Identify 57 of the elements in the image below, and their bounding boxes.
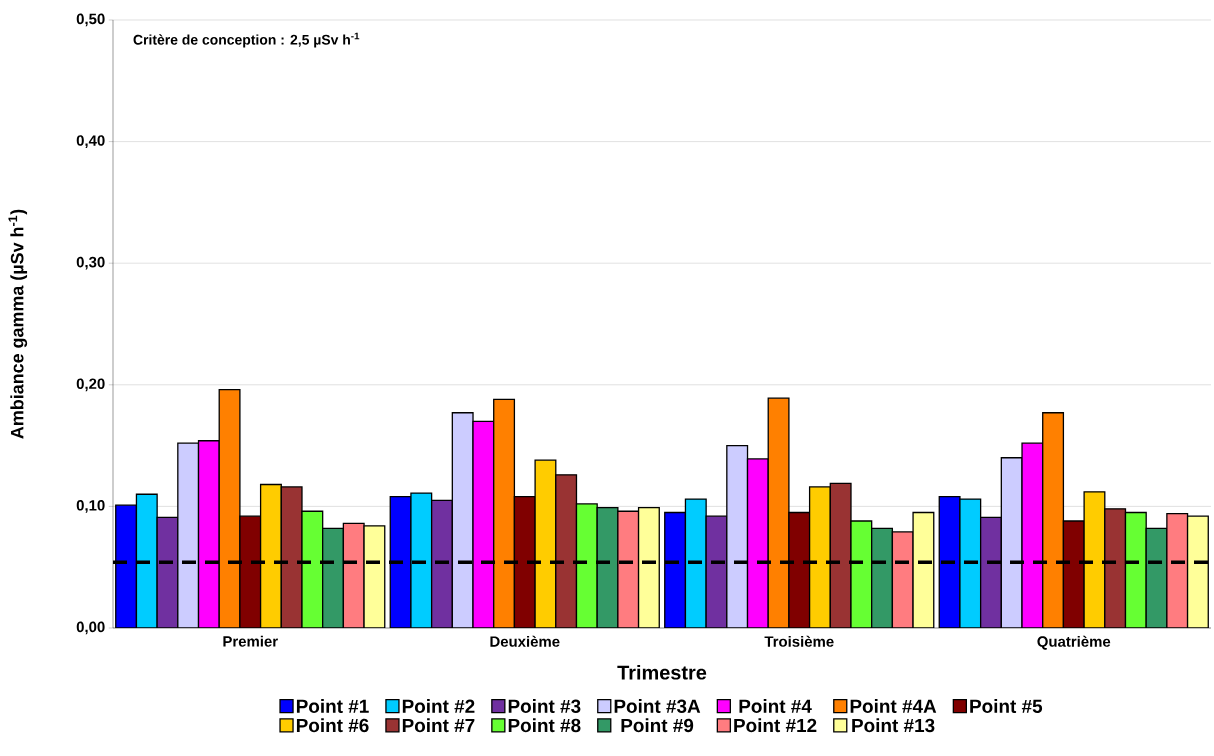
legend-label: Point #12 [734, 718, 817, 733]
legend-label: Point #6 [296, 718, 369, 733]
bar [259, 483, 282, 628]
bar [1000, 457, 1023, 628]
bar [513, 496, 536, 628]
annotation: Critère de conception : 2,5 µSv h$^{-1}$ [133, 32, 360, 48]
x-tick-label: Troisième [764, 635, 834, 647]
bar [451, 412, 474, 628]
bar [1042, 412, 1065, 628]
bar [1104, 508, 1127, 628]
bar [115, 504, 138, 628]
y-tick-label: 0,00 [76, 621, 105, 635]
bar [534, 459, 557, 628]
bar [808, 486, 831, 628]
y-tick-label: 0,40 [76, 135, 105, 148]
legend-label: Point #4 [739, 699, 812, 713]
y-tick-label: 0,50 [76, 13, 105, 27]
bar [493, 398, 516, 628]
bar [555, 474, 578, 628]
bar [389, 496, 412, 628]
x-tick-label: Quatrième [1037, 635, 1111, 650]
bar [472, 420, 495, 628]
y-tick-label: 0,30 [76, 256, 105, 270]
bar [979, 516, 1002, 628]
bar [218, 389, 241, 628]
legend-label: Point #9 [621, 718, 694, 733]
x-tick-label: Deuxième [490, 635, 560, 647]
legend-label: Point #2 [402, 699, 475, 713]
legend-label: Point #3 [508, 699, 581, 713]
bar [767, 397, 790, 628]
legend-label: Point #5 [970, 699, 1043, 713]
bar [1021, 442, 1044, 628]
bar [322, 527, 345, 628]
y-axis-title: Ambiance gamma (µSv h$^{-1}$) [8, 209, 28, 439]
bar [430, 499, 453, 628]
y-tick-label: 0,10 [76, 500, 105, 513]
bar [197, 440, 220, 628]
bar [829, 482, 852, 628]
x-tick-label: Premier [223, 635, 278, 647]
bar [177, 442, 200, 628]
legend-label: Point #8 [508, 718, 581, 733]
y-tick-label: 0,20 [76, 378, 105, 392]
bar [1124, 511, 1147, 628]
bar [1083, 491, 1106, 628]
legend-label: Point #7 [402, 718, 475, 733]
bar [575, 503, 598, 628]
legend-label: Point #4A [850, 699, 937, 713]
bar [871, 527, 894, 628]
bar [1186, 515, 1209, 628]
bar [664, 511, 687, 628]
bar [726, 444, 749, 628]
bar [746, 458, 769, 628]
x-axis-title: Trimestre [617, 664, 707, 680]
legend-label: Point #3A [614, 699, 701, 713]
legend-label: Point #13 [852, 718, 935, 733]
bar [637, 506, 660, 628]
legend-label: Point #1 [296, 699, 369, 713]
